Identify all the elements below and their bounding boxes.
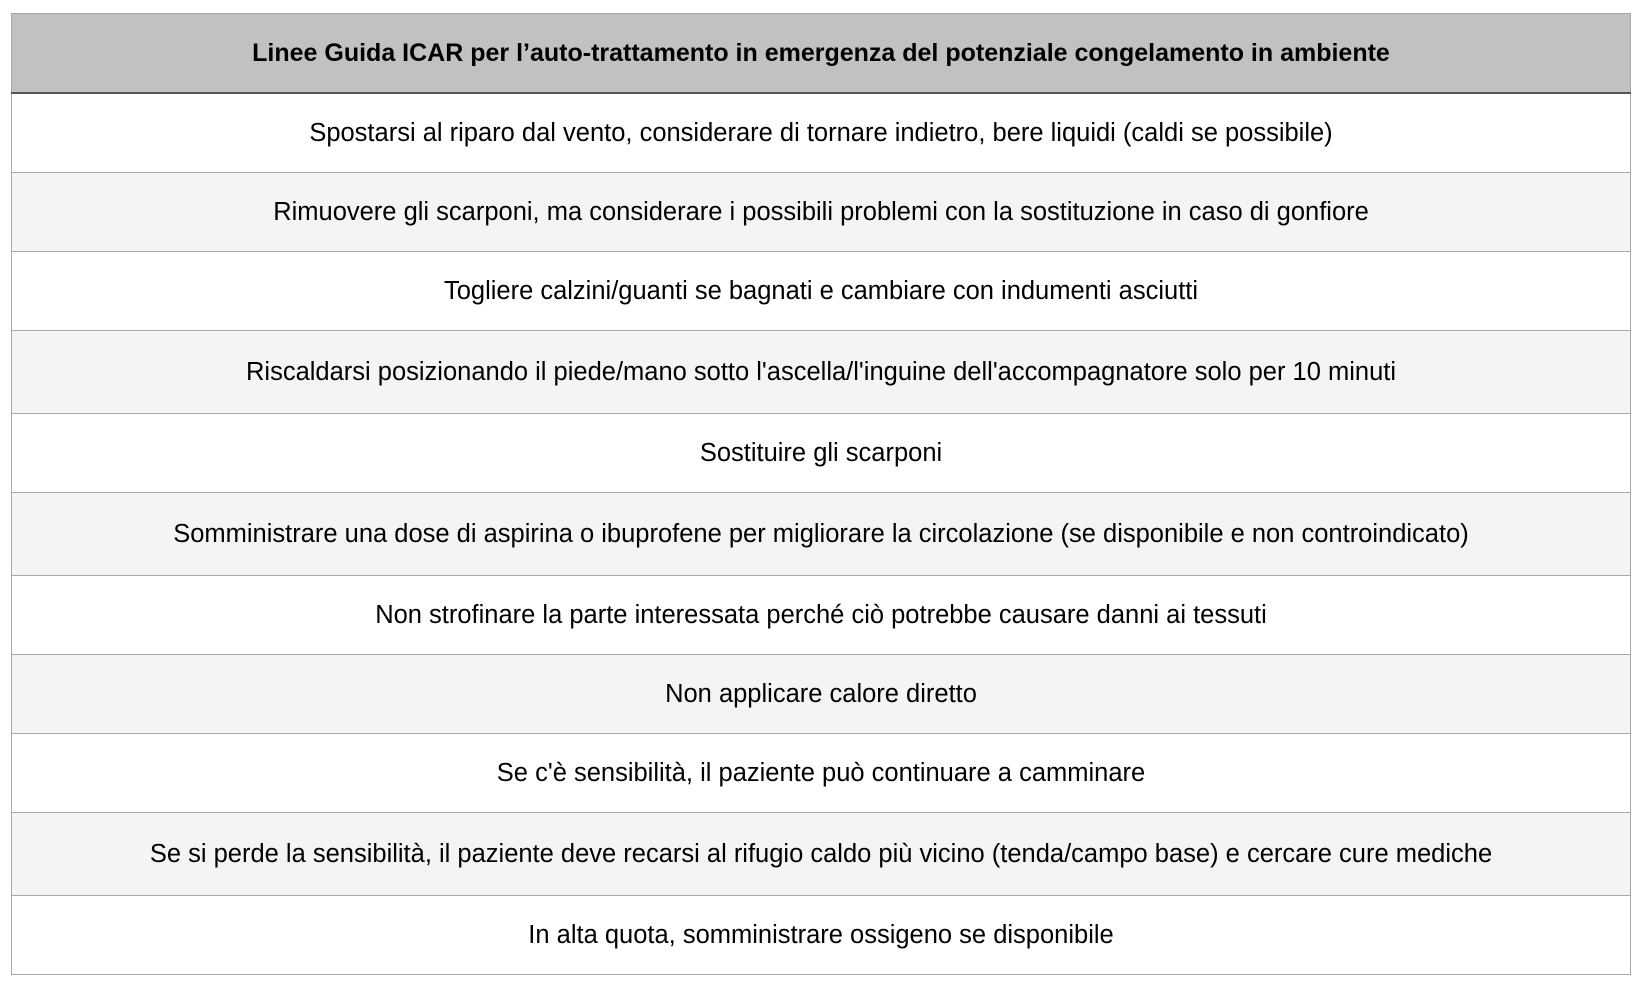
table-cell: In alta quota, somministrare ossigeno se…: [11, 895, 1631, 975]
table-row: Somministrare una dose di aspirina o ibu…: [11, 492, 1631, 576]
table-row: Non strofinare la parte interessata perc…: [11, 575, 1631, 655]
table-cell: Se si perde la sensibilità, il paziente …: [11, 812, 1631, 896]
table-row: Spostarsi al riparo dal vento, considera…: [11, 92, 1631, 173]
table-row: Sostituire gli scarponi: [11, 413, 1631, 493]
table-cell: Somministrare una dose di aspirina o ibu…: [11, 492, 1631, 576]
table-cell: Riscaldarsi posizionando il piede/mano s…: [11, 330, 1631, 414]
table-row: Rimuovere gli scarponi, ma considerare i…: [11, 172, 1631, 252]
header-row: Linee Guida ICAR per l’auto-trattamento …: [11, 13, 1631, 94]
table-cell: Spostarsi al riparo dal vento, considera…: [11, 92, 1631, 173]
table-row: Riscaldarsi posizionando il piede/mano s…: [11, 330, 1631, 414]
table-row: Togliere calzini/guanti se bagnati e cam…: [11, 251, 1631, 331]
table-row: Non applicare calore diretto: [11, 654, 1631, 734]
table-cell: Non applicare calore diretto: [11, 654, 1631, 734]
table-body: Spostarsi al riparo dal vento, considera…: [11, 92, 1631, 975]
table-cell: Se c'è sensibilità, il paziente può cont…: [11, 733, 1631, 813]
table-cell: Rimuovere gli scarponi, ma considerare i…: [11, 172, 1631, 252]
table-cell: Togliere calzini/guanti se bagnati e cam…: [11, 251, 1631, 331]
guidelines-table: Linee Guida ICAR per l’auto-trattamento …: [11, 13, 1631, 975]
table-row: In alta quota, somministrare ossigeno se…: [11, 895, 1631, 975]
table-cell: Sostituire gli scarponi: [11, 413, 1631, 493]
table-cell: Non strofinare la parte interessata perc…: [11, 575, 1631, 655]
table-row: Se c'è sensibilità, il paziente può cont…: [11, 733, 1631, 813]
table-row: Se si perde la sensibilità, il paziente …: [11, 812, 1631, 896]
table-title: Linee Guida ICAR per l’auto-trattamento …: [11, 13, 1631, 94]
